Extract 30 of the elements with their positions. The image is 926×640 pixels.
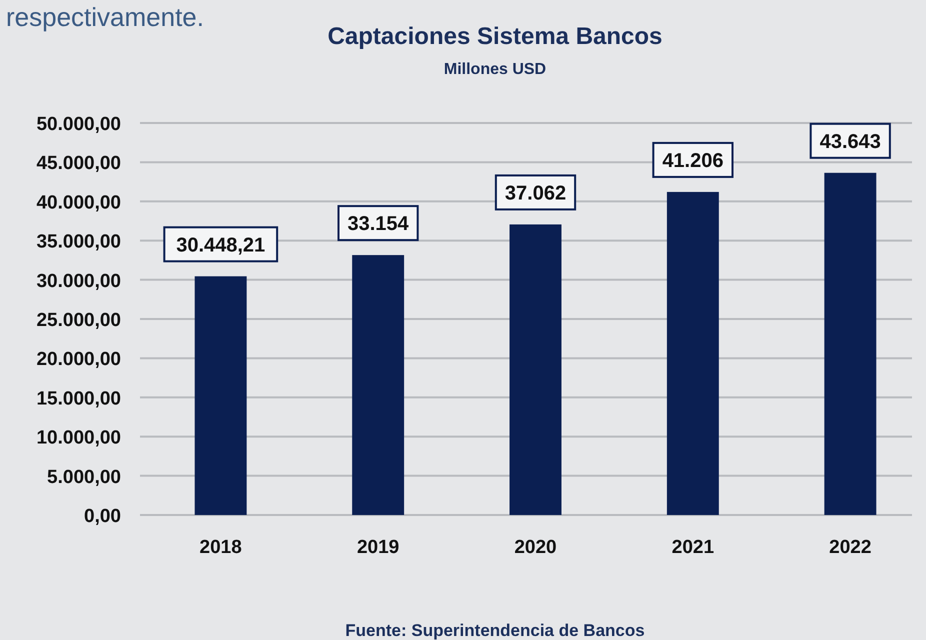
y-tick-label: 5.000,00	[47, 466, 121, 488]
y-tick-label: 35.000,00	[36, 232, 121, 253]
x-tick-label: 2021	[672, 537, 714, 558]
x-tick-label: 2022	[829, 537, 872, 558]
y-tick-label: 25.000,00	[36, 310, 121, 331]
data-label: 30.448,21	[176, 234, 266, 256]
y-tick-label: 50.000,00	[36, 114, 121, 135]
x-tick-label: 2019	[356, 537, 400, 558]
chart-subtitle: Millones USD	[444, 61, 546, 78]
data-label: 43.643	[820, 130, 881, 153]
bar	[666, 192, 719, 515]
chart-title: Captaciones Sistema Bancos	[328, 23, 662, 50]
y-tick-label: 45.000,00	[36, 153, 121, 174]
bar	[194, 276, 247, 515]
text: respectivamente.	[6, 2, 204, 32]
bar	[510, 224, 562, 515]
data-label: 41.206	[662, 150, 724, 172]
bar	[824, 172, 876, 515]
y-tick-label: 40.000,00	[36, 192, 121, 214]
y-tick-label: 20.000,00	[36, 349, 121, 370]
y-tick-label: 0,00	[84, 506, 121, 527]
y-tick-label: 10.000,00	[36, 428, 121, 449]
x-tick-label: 2020	[514, 537, 557, 558]
data-label: 37.062	[504, 182, 566, 204]
x-tick-label: 2018	[200, 537, 242, 558]
data-label: 33.154	[348, 213, 410, 236]
y-tick-label: 30.000,00	[36, 270, 121, 292]
source-note: Fuente: Superintendencia de Bancos	[345, 621, 645, 640]
y-tick-label: 15.000,00	[36, 388, 121, 410]
bar	[352, 255, 404, 515]
